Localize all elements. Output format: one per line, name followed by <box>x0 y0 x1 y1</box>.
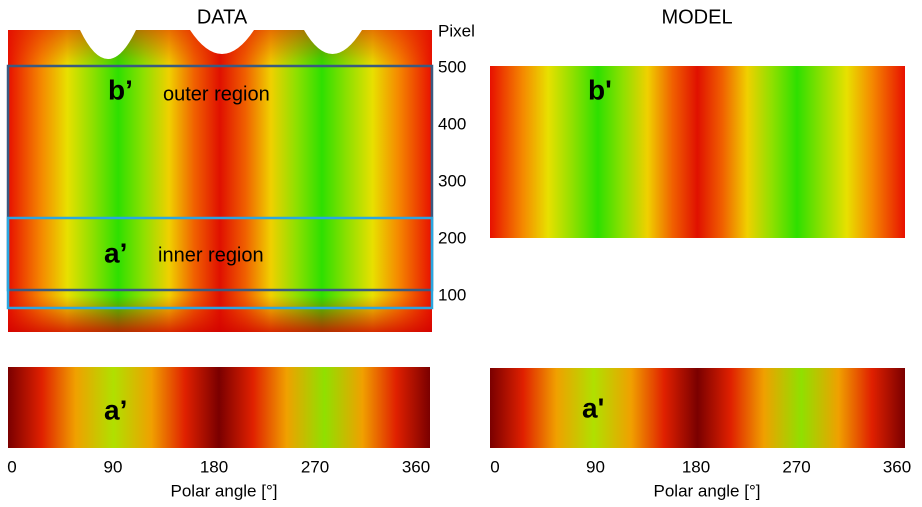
x-axis-title: Polar angle [°] <box>654 481 761 500</box>
inner-region-box <box>6 216 434 310</box>
region-letter: b' <box>588 74 612 105</box>
y-tick-label: 500 <box>438 57 466 76</box>
x-axis-title: Polar angle [°] <box>171 481 278 500</box>
region-letter: b’ <box>108 74 133 105</box>
panel-title: DATA <box>197 6 248 28</box>
y-axis-title: Pixel <box>438 21 475 40</box>
x-tick-label: 360 <box>402 457 430 476</box>
region-letter: a' <box>582 392 604 423</box>
data-gap <box>80 30 362 59</box>
data-map-shade <box>8 30 432 332</box>
y-tick-label: 200 <box>438 228 466 247</box>
outer-region-box <box>6 64 434 292</box>
region-letter: a’ <box>104 237 127 268</box>
model-map <box>490 66 905 238</box>
y-tick-label: 100 <box>438 285 466 304</box>
x-tick-label: 270 <box>301 457 329 476</box>
x-tick-label: 90 <box>586 457 605 476</box>
panel-title: MODEL <box>661 6 732 28</box>
data-bottom-map <box>8 367 430 448</box>
x-tick-label: 360 <box>883 457 911 476</box>
x-tick-label: 180 <box>200 457 228 476</box>
region-name: outer region <box>163 83 270 105</box>
y-tick-label: 300 <box>438 171 466 190</box>
y-tick-label: 400 <box>438 114 466 133</box>
x-tick-label: 90 <box>104 457 123 476</box>
x-tick-label: 180 <box>682 457 710 476</box>
x-tick-label: 0 <box>490 457 499 476</box>
region-letter: a’ <box>104 394 127 425</box>
x-tick-label: 0 <box>7 457 16 476</box>
model-bottom-map <box>490 368 905 448</box>
region-name: inner region <box>158 244 264 266</box>
x-tick-label: 270 <box>782 457 810 476</box>
